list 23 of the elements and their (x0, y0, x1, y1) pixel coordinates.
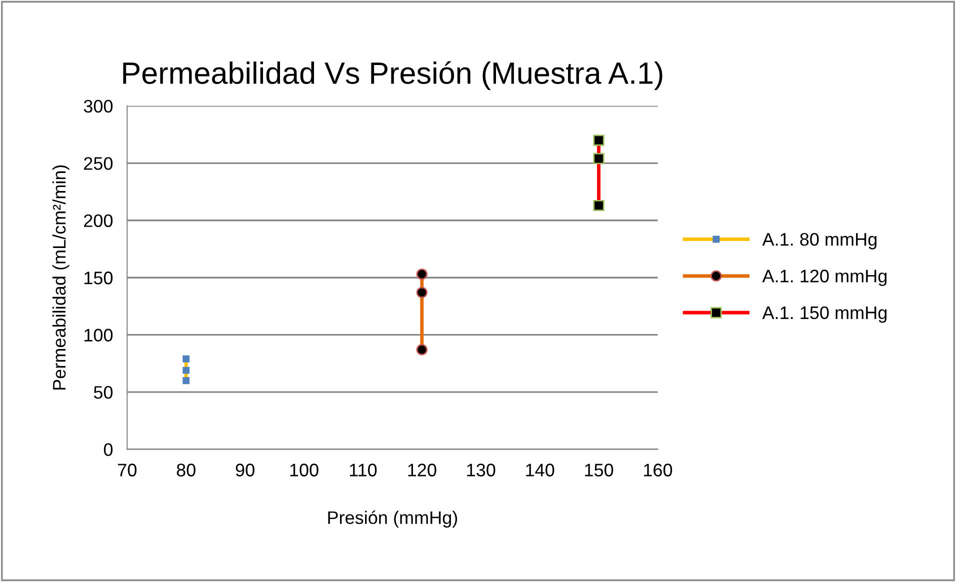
y-tick-label: 200 (84, 214, 113, 228)
x-tick-label: 120 (408, 464, 436, 476)
y-tick-label: 300 (84, 100, 113, 113)
x-tick-label: 70 (118, 464, 136, 476)
x-tick-label: 130 (467, 464, 496, 476)
x-tick-label: 160 (644, 464, 672, 476)
y-tick-label: 50 (94, 386, 113, 399)
y-tick-label: 0 (104, 443, 113, 456)
x-tick-label: 110 (350, 464, 377, 476)
legend-label: A.1. 120 mmHg (762, 270, 886, 286)
x-tick-label: 150 (585, 464, 614, 476)
x-tick-label: 80 (176, 464, 196, 476)
y-axis-title: Permeabilidad (mL/cm²/min) (52, 165, 70, 390)
y-tick-label: 100 (84, 328, 113, 342)
y-tick-label: 150 (84, 272, 113, 284)
y-tick-label: 250 (84, 157, 113, 170)
x-tick-label: 140 (526, 464, 554, 476)
chart-title: Permeabilidad Vs Presión (Muestra A.1) (123, 61, 662, 90)
x-tick-label: 100 (290, 464, 318, 476)
x-tick-label: 90 (236, 464, 254, 476)
x-axis-title: Presión (mmHg) (328, 510, 458, 528)
legend-label: A.1. 80 mmHg (762, 232, 876, 250)
legend-label: A.1. 150 mmHg (762, 306, 886, 323)
